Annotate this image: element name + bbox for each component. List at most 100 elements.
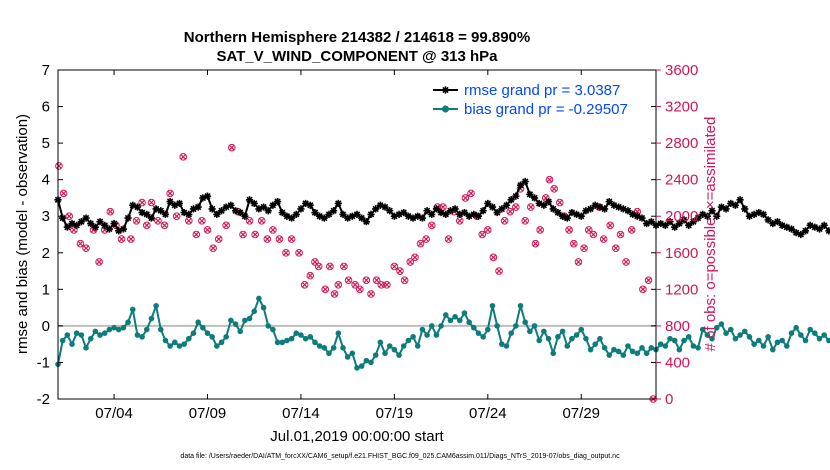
rmse-point	[507, 196, 515, 204]
obs-possible-marker	[295, 248, 303, 257]
obs-count-point	[287, 235, 296, 243]
obs-count-point	[282, 248, 290, 257]
obs-count-point	[300, 280, 309, 289]
obs-assimilated-marker	[546, 176, 553, 183]
x-tick-label: 07/29	[562, 405, 600, 422]
rmse-point	[437, 208, 445, 217]
rmse-point	[105, 225, 113, 233]
obs-assimilated-marker	[223, 222, 229, 229]
rmse-point	[227, 201, 235, 209]
y-tick-label: 4	[42, 172, 50, 189]
obs-possible-marker	[506, 207, 515, 216]
obs-assimilated-marker	[617, 231, 624, 238]
bias-point	[391, 346, 398, 353]
obs-possible-marker	[59, 189, 68, 198]
legend-bias-marker	[442, 105, 449, 113]
rmse-point	[133, 203, 142, 211]
bias-point	[615, 348, 622, 355]
obs-count-point	[478, 230, 487, 239]
obs-count-point	[306, 271, 315, 280]
rmse-point	[685, 221, 693, 229]
bias-point	[541, 328, 547, 335]
obs-count-point	[383, 280, 391, 289]
obs-possible-marker	[306, 271, 315, 280]
obs-assimilated-marker	[107, 208, 114, 215]
right-axis: 0 400 800 1200 1600 2000 2400 2800 3200 3600	[656, 62, 698, 408]
bias-point	[550, 350, 557, 357]
bias-point	[396, 352, 402, 358]
obs-possible-marker	[422, 235, 430, 243]
bias-point	[723, 330, 729, 337]
bias-point	[522, 319, 528, 326]
obs-count-point	[356, 285, 364, 294]
bias-point	[186, 335, 192, 342]
obs-assimilated-marker	[240, 231, 246, 238]
bias-point	[115, 326, 122, 333]
bias-point	[69, 341, 75, 347]
obs-count-point	[295, 248, 303, 257]
obs-count-point	[467, 189, 475, 198]
obs-possible-marker	[467, 189, 475, 198]
obs-possible-marker	[76, 239, 85, 248]
obs-possible-marker	[550, 185, 558, 193]
obs-assimilated-marker	[407, 259, 413, 265]
bias-point	[363, 357, 370, 364]
bias-point	[741, 328, 748, 335]
obs-count-point	[127, 235, 135, 243]
bias-point	[625, 343, 631, 349]
rmse-point	[465, 212, 473, 220]
obs-count-point	[263, 235, 272, 243]
bias-point	[732, 335, 739, 342]
rmse-point	[643, 219, 651, 228]
rmse-point	[825, 227, 830, 235]
rmse-point	[63, 223, 71, 231]
bias-point	[382, 350, 388, 357]
y-tick-label: 7	[42, 62, 50, 79]
obs-count-point	[330, 290, 339, 298]
obs-possible-marker	[198, 216, 206, 225]
y2-tick-label: 1600	[665, 245, 698, 262]
rmse-point	[161, 210, 170, 218]
bias-point	[251, 308, 258, 315]
obs-assimilated-marker	[628, 227, 635, 233]
bias-point	[499, 341, 505, 347]
obs-assimilated-marker	[173, 213, 180, 219]
obs-possible-marker	[269, 226, 277, 234]
rmse-point	[175, 199, 184, 208]
bias-point	[573, 332, 580, 338]
rmse-point	[442, 210, 450, 218]
obs-count-point	[362, 276, 371, 284]
obs-count-point	[203, 226, 212, 234]
obs-assimilated-marker	[513, 204, 519, 210]
rmse-point	[801, 227, 810, 235]
obs-possible-marker	[142, 221, 151, 230]
x-tick-label: 07/04	[95, 405, 133, 422]
bias-point	[774, 339, 781, 346]
obs-assimilated-marker	[327, 263, 333, 270]
bias-point	[424, 332, 430, 338]
rmse-point	[596, 203, 604, 211]
rmse-point	[73, 221, 81, 229]
obs-count-point	[55, 162, 63, 170]
obs-assimilated-marker	[252, 231, 258, 238]
obs-count-point	[142, 221, 151, 230]
obs-count-point	[82, 244, 90, 253]
rmse-point	[250, 199, 258, 208]
obs-assimilated-marker	[586, 227, 592, 233]
obs-possible-marker	[245, 216, 254, 225]
rmse-point	[633, 212, 641, 220]
obs-possible-marker	[461, 194, 470, 202]
obs-possible-marker	[344, 276, 353, 284]
obs-possible-marker	[644, 276, 653, 284]
obs-count-point	[536, 226, 544, 234]
rmse-point	[82, 214, 90, 222]
obs-assimilated-marker	[258, 218, 265, 224]
bias-point	[597, 335, 603, 342]
obs-count-point	[321, 285, 330, 294]
bias-point	[153, 302, 159, 309]
obs-assimilated-marker	[301, 282, 308, 288]
obs-assimilated-marker	[613, 245, 619, 251]
obs-assimilated-marker	[155, 218, 161, 224]
obs-possible-marker	[416, 239, 425, 248]
bias-point	[129, 306, 136, 313]
